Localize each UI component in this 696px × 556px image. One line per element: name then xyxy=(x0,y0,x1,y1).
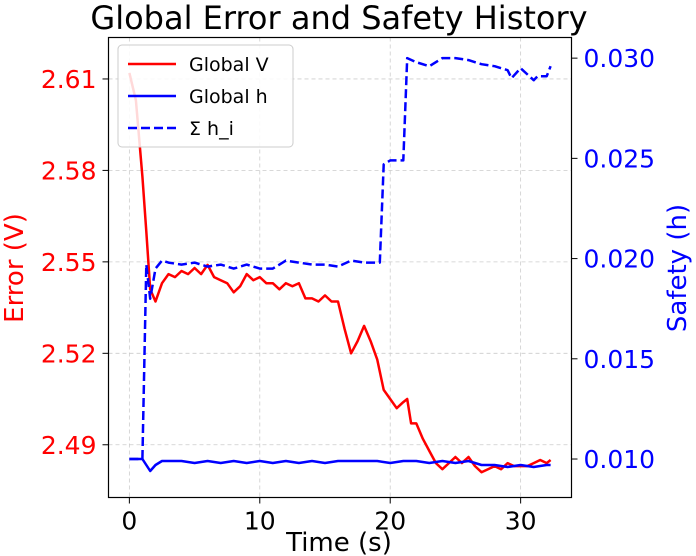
legend-box xyxy=(117,44,294,148)
x-tick-label: 0 xyxy=(121,507,137,536)
legend: Global V Global h Σ h_i xyxy=(117,44,294,148)
y-axis-label-left: Error (V) xyxy=(0,213,30,323)
x-tick-label: 30 xyxy=(505,507,537,536)
y-tick-label-right: 0.025 xyxy=(584,144,656,173)
series-group xyxy=(128,56,552,474)
y-tick-label-left: 2.52 xyxy=(41,339,97,368)
series-global-v-line xyxy=(128,72,552,474)
y-tick-label-right: 0.020 xyxy=(584,245,656,274)
legend-label-sum-h-i: Σ h_i xyxy=(189,118,234,140)
grid xyxy=(108,37,572,498)
y-axis-label-right: Safety (h) xyxy=(663,204,693,332)
y-tick-label-right: 0.010 xyxy=(584,445,656,474)
series-sum-h-i-line xyxy=(129,56,552,461)
y-tick-label-right: 0.015 xyxy=(584,345,656,374)
y-tick-label-left: 2.49 xyxy=(41,431,97,460)
ticks: 0 10 20 30 2.49 2.52 2.55 2.58 2.61 0.010 0.015 0.0… xyxy=(41,44,655,535)
y-tick-label-right: 0.030 xyxy=(584,44,656,73)
chart-title: Global Error and Safety History xyxy=(90,0,587,37)
y-tick-label-left: 2.55 xyxy=(41,248,97,277)
plot-frame xyxy=(107,36,573,499)
y-tick-label-left: 2.61 xyxy=(41,65,97,94)
legend-label-global-h: Global h xyxy=(189,86,268,108)
x-tick-label: 20 xyxy=(374,507,406,536)
y-tick-label-left: 2.58 xyxy=(41,156,97,185)
x-axis-label: Time (s) xyxy=(285,528,392,556)
legend-label-global-v: Global V xyxy=(189,54,269,76)
x-tick-label: 10 xyxy=(244,507,276,536)
series-global-h-line xyxy=(129,457,551,473)
